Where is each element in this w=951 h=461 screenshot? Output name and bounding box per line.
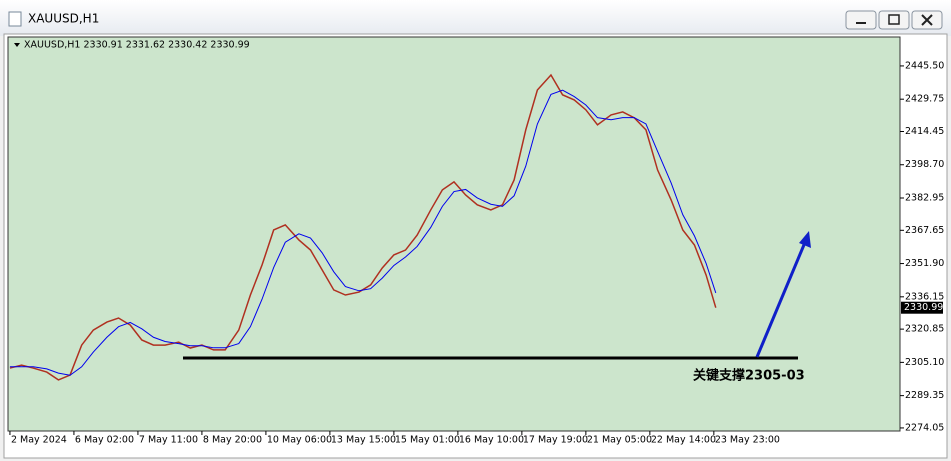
y-tick-label: 2445.50 xyxy=(905,60,944,71)
plot-area xyxy=(7,36,901,432)
header-arrow xyxy=(14,43,20,47)
window-icon xyxy=(8,11,22,27)
x-tick-label: 7 May 11:00 xyxy=(139,435,198,446)
x-tick-label: 10 May 06:00 xyxy=(267,435,332,446)
title-bar xyxy=(0,0,951,36)
trend-arrow-head xyxy=(799,231,811,248)
y-tick-label: 2398.70 xyxy=(905,159,944,170)
x-tick-label: 13 May 15:00 xyxy=(331,435,396,446)
y-tick-label: 2336.15 xyxy=(905,291,944,302)
y-tick-label: 2429.75 xyxy=(905,94,944,105)
y-tick-label: 2320.85 xyxy=(905,324,944,335)
x-tick-label: 16 May 10:00 xyxy=(459,435,524,446)
current-price-box xyxy=(901,301,943,314)
x-tick-label: 15 May 01:00 xyxy=(395,435,460,446)
window-buttons[interactable] xyxy=(845,10,943,30)
y-tick-label: 2414.45 xyxy=(905,126,944,137)
y-tick-label: 2289.35 xyxy=(905,390,944,401)
x-tick-label: 8 May 20:00 xyxy=(203,435,262,446)
moving-average xyxy=(9,89,717,376)
chart-header: XAUUSD,H1 2330.91 2331.62 2330.42 2330.9… xyxy=(24,40,250,51)
y-tick-label: 2351.90 xyxy=(905,258,944,269)
x-tick-label: 17 May 19:00 xyxy=(523,435,588,446)
x-tick-label: 23 May 23:00 xyxy=(715,435,780,446)
y-tick-label: 2367.65 xyxy=(905,225,944,236)
price-line xyxy=(9,73,717,381)
x-tick-label: 22 May 14:00 xyxy=(651,435,716,446)
annotation: 关键支撑2305-03 xyxy=(693,368,805,384)
trend-arrow xyxy=(755,239,808,358)
x-tick-label: 21 May 05:00 xyxy=(587,435,652,446)
window-title: XAUUSD,H1 xyxy=(28,12,99,26)
minimize-button[interactable] xyxy=(845,10,877,30)
y-tick-label: 2382.95 xyxy=(905,192,944,203)
y-tick-label: 2305.10 xyxy=(905,357,944,368)
x-tick-label: 6 May 02:00 xyxy=(75,435,134,446)
y-tick-label: 2274.05 xyxy=(905,422,944,433)
restore-button[interactable] xyxy=(878,10,910,30)
x-tick-label: 2 May 2024 xyxy=(11,435,67,446)
current-price-label: 2330.99 xyxy=(904,302,943,313)
